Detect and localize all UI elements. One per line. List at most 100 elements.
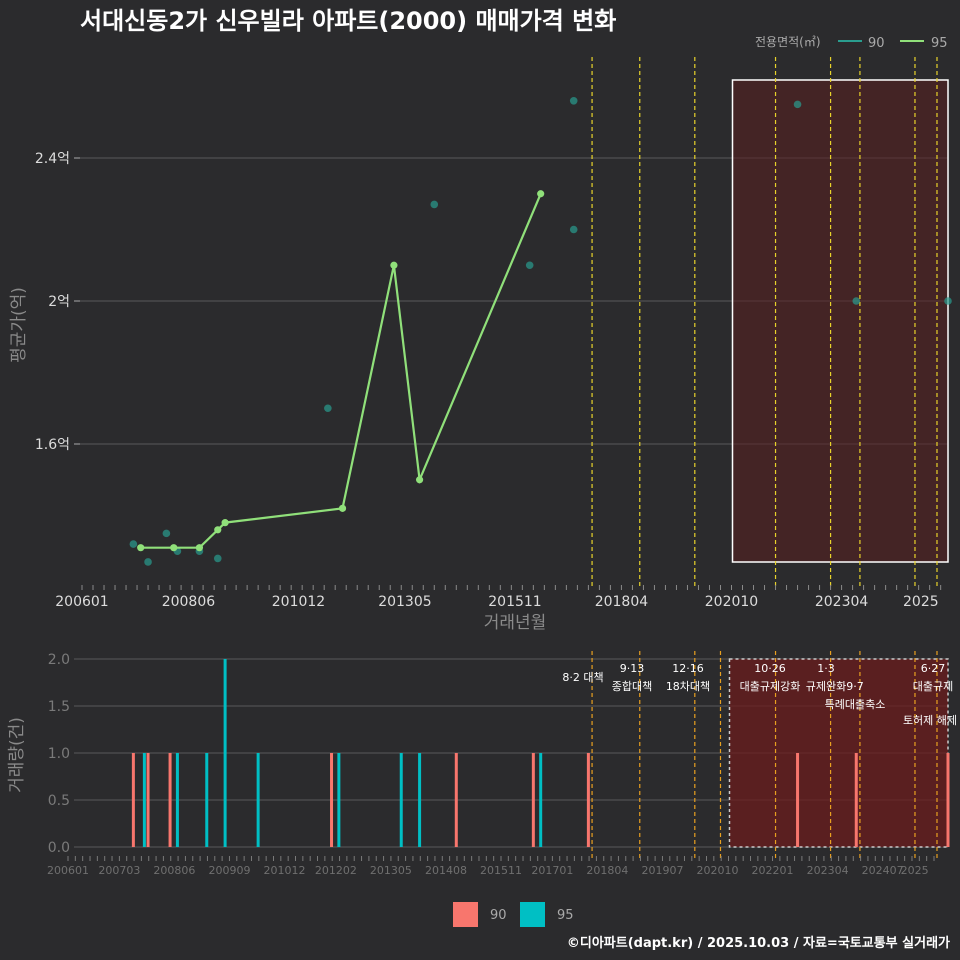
x-tick-label: 202304 bbox=[815, 594, 869, 610]
x-tick-label-bottom: 202407 bbox=[862, 864, 904, 877]
point-90 bbox=[852, 297, 861, 305]
point-90 bbox=[525, 261, 534, 270]
x-tick-label-bottom: 201511 bbox=[480, 864, 522, 877]
y-axis-title: 평균가(억) bbox=[9, 287, 29, 363]
point-95 bbox=[214, 526, 222, 534]
y-tick-label-bottom: 0.0 bbox=[48, 840, 70, 856]
x-tick-label-bottom: 2025 bbox=[901, 864, 929, 877]
point-90 bbox=[144, 558, 152, 566]
y-tick-label-bottom: 1.5 bbox=[48, 699, 70, 715]
x-tick-label-bottom: 200909 bbox=[208, 864, 250, 877]
bar-90 bbox=[131, 753, 135, 847]
x-tick-label: 2025 bbox=[903, 594, 939, 610]
policy-label: 1·3 bbox=[817, 662, 835, 675]
footer-credit: ©디아파트(dapt.kr) / 2025.10.03 / 자료=국토교통부 실… bbox=[567, 935, 950, 951]
y-tick-label-bottom: 1.0 bbox=[48, 746, 70, 762]
bar-90 bbox=[146, 753, 150, 847]
point-95 bbox=[390, 261, 398, 269]
bar-95 bbox=[256, 753, 260, 847]
line-95 bbox=[140, 193, 542, 549]
x-axis-title: 거래년월 bbox=[484, 613, 547, 633]
point-90 bbox=[162, 529, 171, 538]
y-tick-label: 1.6억 bbox=[35, 437, 70, 453]
policy-label: 규제완화 bbox=[806, 680, 846, 693]
bar-90 bbox=[531, 753, 535, 847]
point-95 bbox=[338, 504, 347, 512]
x-tick-label-bottom: 200601 bbox=[47, 864, 89, 877]
x-tick-label-bottom: 201701 bbox=[531, 864, 573, 877]
x-tick-label-bottom: 200806 bbox=[153, 864, 195, 877]
legend-bottom-label-90: 90 bbox=[490, 908, 507, 923]
y-axis-title-bottom: 거래량(건) bbox=[7, 717, 27, 793]
point-90 bbox=[213, 554, 222, 563]
point-90 bbox=[569, 225, 578, 234]
policy-label: 9·13 bbox=[620, 662, 645, 675]
legend-bottom: 90 95 bbox=[453, 902, 574, 927]
policy-label: 18차대책 bbox=[666, 680, 710, 693]
x-tick-label: 201012 bbox=[272, 594, 325, 610]
x-tick-label: 201305 bbox=[378, 594, 431, 610]
bar-90 bbox=[168, 753, 172, 847]
bar-95 bbox=[175, 753, 179, 847]
x-tick-label: 200806 bbox=[162, 594, 216, 610]
policy-label: 대출규제 bbox=[913, 680, 953, 693]
y-tick-label-bottom: 2.0 bbox=[48, 652, 70, 668]
point-95 bbox=[170, 544, 178, 552]
y-tick-label: 2억 bbox=[48, 294, 70, 310]
policy-label: 6·27 bbox=[921, 662, 946, 675]
highlight-region bbox=[731, 79, 949, 563]
highlight-region-bottom bbox=[728, 658, 949, 848]
policy-label: 10·26 bbox=[754, 662, 786, 675]
policy-label: 종합대책 bbox=[612, 680, 652, 693]
policy-label: 토허제 해제 bbox=[903, 713, 957, 727]
legend-bottom-label-95: 95 bbox=[557, 908, 574, 923]
policy-label: 9·7 bbox=[846, 680, 864, 693]
policy-label: 특례대출축소 bbox=[825, 698, 886, 711]
x-tick-label-bottom: 202201 bbox=[752, 864, 794, 877]
x-tick-label-bottom: 201305 bbox=[370, 864, 412, 877]
legend-label-90: 90 bbox=[868, 36, 885, 51]
bar-95 bbox=[337, 753, 341, 847]
volume-plot: 0.0 0.5 1.0 1.5 2.0 8·2 대책 9·13 종합대책 12·16 18차대책 1… bbox=[7, 651, 957, 877]
x-tick-label-bottom: 202304 bbox=[807, 864, 849, 877]
x-tick-label-bottom: 201907 bbox=[641, 864, 683, 877]
x-tick-label-bottom: 201408 bbox=[425, 864, 467, 877]
point-90 bbox=[129, 540, 138, 548]
x-tick-label: 200601 bbox=[55, 594, 108, 610]
policy-label: 8·2 대책 bbox=[562, 671, 603, 684]
point-95 bbox=[221, 519, 229, 527]
price-plot: 1.6억 2억 2.4억 200601 200806 201012 201305 201511… bbox=[9, 57, 952, 633]
x-tick-label-bottom: 201012 bbox=[264, 864, 306, 877]
policy-label: 대출규제강화 bbox=[740, 680, 801, 693]
bar-95 bbox=[418, 753, 422, 847]
bar-95 bbox=[205, 753, 209, 847]
x-tick-label: 201511 bbox=[488, 594, 541, 610]
point-90 bbox=[793, 100, 802, 109]
x-tick-label-bottom: 202010 bbox=[697, 864, 739, 877]
y-tick-label: 2.4억 bbox=[35, 151, 70, 167]
y-tick-label-bottom: 0.5 bbox=[48, 793, 70, 809]
point-90 bbox=[944, 297, 952, 305]
x-tick-label-bottom: 200703 bbox=[98, 864, 140, 877]
bar-95 bbox=[399, 753, 403, 847]
legend-bottom-swatch-90 bbox=[453, 902, 478, 927]
bar-90 bbox=[854, 753, 858, 847]
point-90 bbox=[430, 200, 439, 209]
legend-label-95: 95 bbox=[931, 36, 948, 51]
bar-95 bbox=[142, 753, 146, 847]
bar-90 bbox=[330, 753, 334, 847]
x-tick-label: 201804 bbox=[595, 594, 649, 610]
point-95 bbox=[195, 544, 204, 552]
x-tick-label-bottom: 201804 bbox=[586, 864, 628, 877]
legend-title: 전용면적(㎡) bbox=[755, 35, 821, 49]
bar-95 bbox=[223, 659, 227, 847]
legend-bottom-swatch-95 bbox=[520, 902, 545, 927]
point-90 bbox=[324, 404, 332, 413]
x-tick-label: 202010 bbox=[705, 594, 758, 610]
legend-top: 전용면적(㎡) 90 95 bbox=[755, 35, 948, 51]
policy-label: 12·16 bbox=[672, 662, 704, 675]
chart-title: 서대신동2가 신우빌라 아파트(2000) 매매가격 변화 bbox=[80, 7, 616, 35]
bar-95 bbox=[539, 753, 543, 847]
point-90 bbox=[569, 97, 578, 105]
point-95 bbox=[415, 476, 424, 484]
